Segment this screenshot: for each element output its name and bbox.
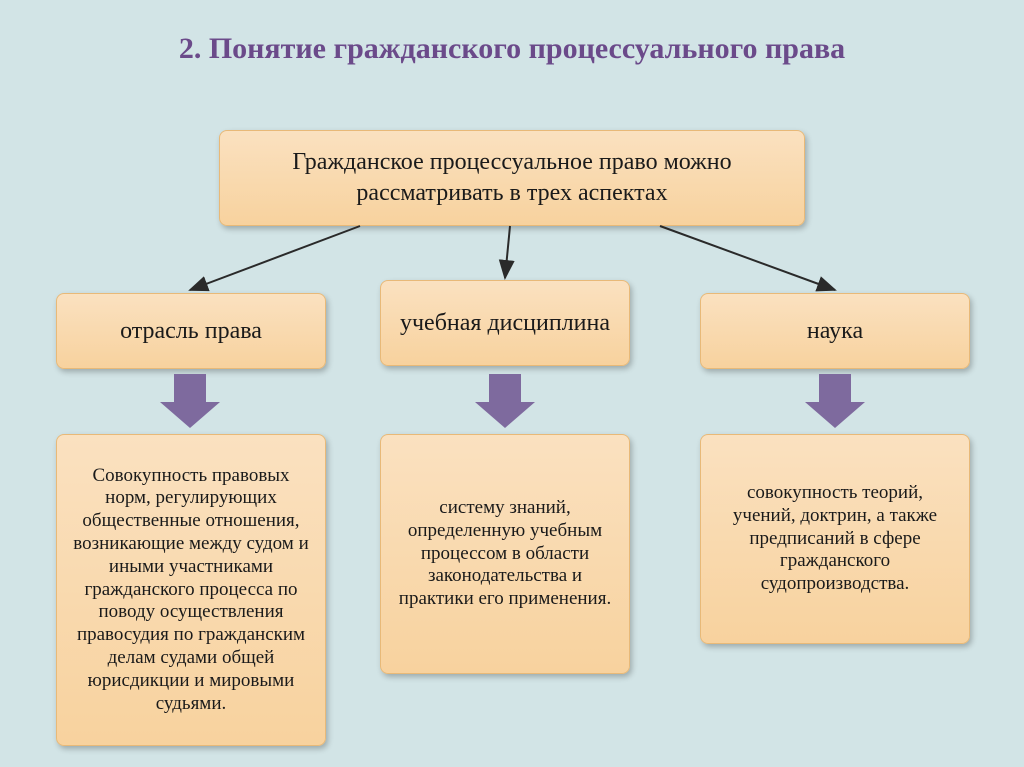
mid-box-2-text: наука — [807, 317, 863, 346]
mid-box-0: отрасль права — [56, 293, 326, 369]
mid-box-2: наука — [700, 293, 970, 369]
mid-box-1: учебная дисциплина — [380, 280, 630, 366]
bot-box-0-text: Совокупность правовых норм, регулирующих… — [73, 465, 309, 716]
top-box-text: Гражданское процессуальное право можно р… — [236, 147, 788, 209]
mid-box-0-text: отрасль права — [120, 317, 262, 346]
top-box: Гражданское процессуальное право можно р… — [219, 130, 805, 226]
bot-box-2: совокупность теорий, учений, доктрин, а … — [700, 434, 970, 644]
bot-box-2-text: совокупность теорий, учений, доктрин, а … — [717, 482, 953, 596]
page-title: 2. Понятие гражданского процессуального … — [0, 0, 1024, 66]
bot-box-1-text: систему знаний, определенную учебным про… — [397, 497, 613, 611]
down-arrow-2 — [805, 374, 865, 428]
bot-box-1: систему знаний, определенную учебным про… — [380, 434, 630, 674]
down-arrow-1 — [475, 374, 535, 428]
bot-box-0: Совокупность правовых норм, регулирующих… — [56, 434, 326, 746]
down-arrow-0 — [160, 374, 220, 428]
mid-box-1-text: учебная дисциплина — [400, 309, 610, 338]
